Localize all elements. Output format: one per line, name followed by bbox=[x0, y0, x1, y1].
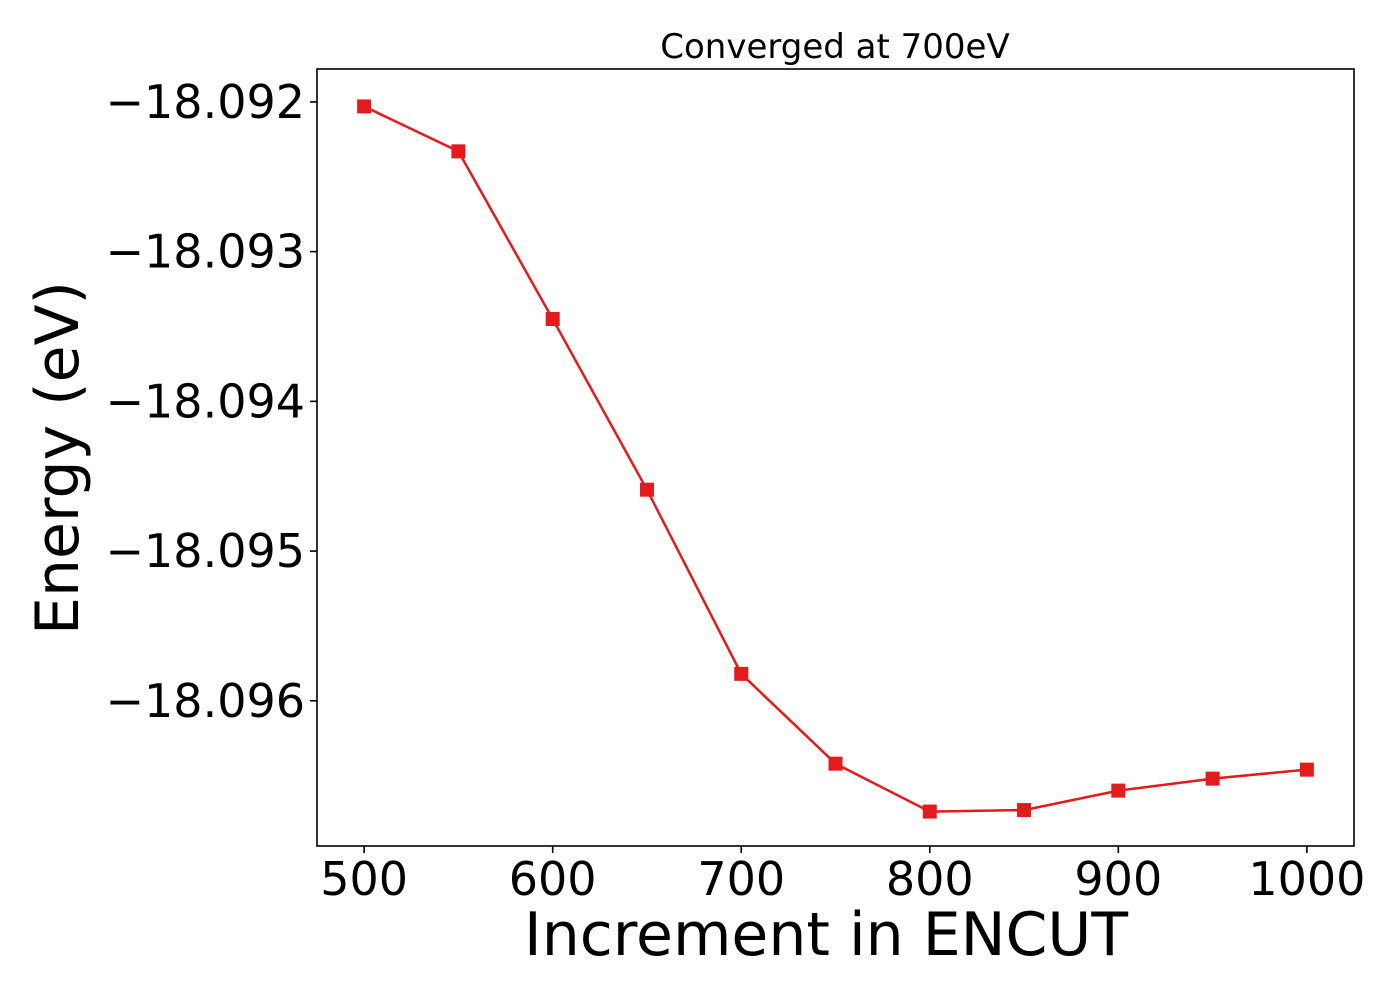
data-point-marker bbox=[639, 482, 654, 497]
data-point-marker bbox=[545, 312, 560, 327]
y-tick-label: −18.096 bbox=[106, 674, 306, 728]
data-point-marker bbox=[1299, 762, 1314, 777]
x-tick-label: 1000 bbox=[1248, 852, 1365, 906]
y-axis-label: Energy (eV) bbox=[23, 281, 93, 635]
x-tick-label: 500 bbox=[320, 852, 408, 906]
y-tick-label: −18.092 bbox=[106, 75, 306, 129]
y-tick-label: −18.094 bbox=[106, 374, 306, 428]
x-tick-label: 600 bbox=[509, 852, 597, 906]
data-point-marker bbox=[734, 666, 749, 681]
data-point-marker bbox=[922, 804, 937, 819]
x-axis-label: Increment in ENCUT bbox=[524, 900, 1128, 970]
x-axis: 500 600 700 800 900 1000 bbox=[320, 846, 1365, 906]
y-tick-label: −18.093 bbox=[106, 225, 306, 279]
y-tick-label: −18.095 bbox=[106, 524, 306, 578]
chart-title: Converged at 700eV bbox=[660, 27, 1009, 67]
x-tick-label: 900 bbox=[1074, 852, 1162, 906]
x-tick-label: 700 bbox=[697, 852, 785, 906]
data-point-marker bbox=[357, 99, 372, 114]
data-point-marker bbox=[1205, 771, 1220, 786]
plot-frame bbox=[316, 68, 1355, 847]
y-axis: −18.092 −18.093 −18.094 −18.095 −18.096 bbox=[106, 75, 317, 728]
data-point-marker bbox=[451, 144, 466, 159]
plot-area bbox=[357, 99, 1314, 819]
data-point-marker bbox=[1017, 803, 1032, 818]
data-point-marker bbox=[828, 756, 843, 771]
series-line bbox=[363, 105, 1307, 813]
x-tick-label: 800 bbox=[886, 852, 974, 906]
data-point-marker bbox=[1111, 783, 1126, 798]
